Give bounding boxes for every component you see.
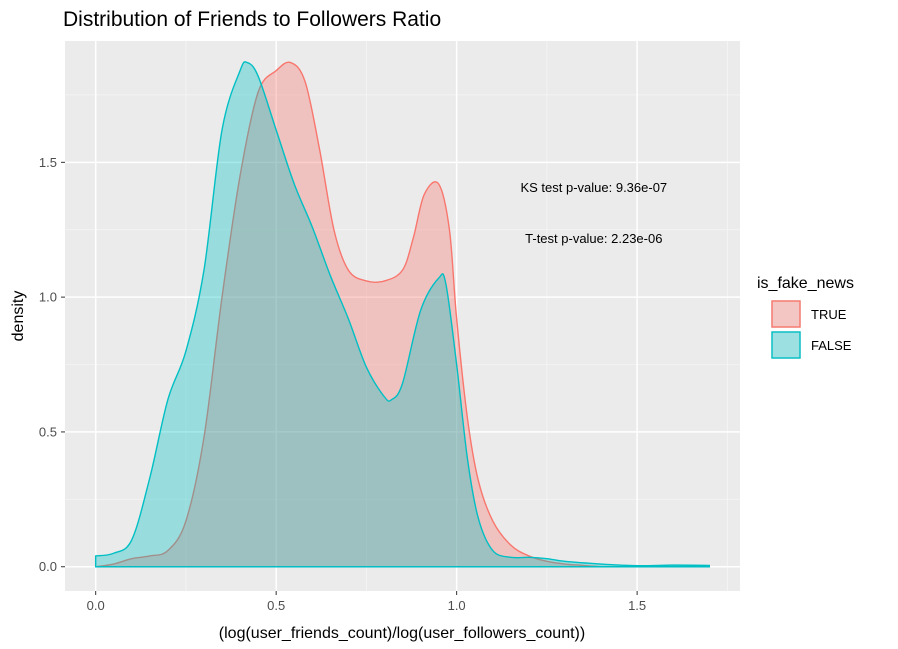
density-area-false xyxy=(95,61,710,567)
x-tick-label: 0.5 xyxy=(267,598,285,613)
legend-key-bg-true xyxy=(771,300,801,328)
annotation-text: T-test p-value: 2.23e-06 xyxy=(525,231,662,246)
density-area-true xyxy=(95,62,602,567)
density-areas xyxy=(94,61,711,568)
y-tick-label: 0.0 xyxy=(39,559,57,574)
legend-key-true xyxy=(771,300,801,328)
legend-title: is_fake_news xyxy=(757,275,854,292)
density-line-false xyxy=(94,61,711,568)
x-tick-label: 0.0 xyxy=(87,598,105,613)
legend-label-false: FALSE xyxy=(811,338,852,353)
legend-label-true: TRUE xyxy=(811,307,847,322)
chart-title: Distribution of Friends to Followers Rat… xyxy=(63,8,441,31)
y-tick-label: 0.5 xyxy=(39,424,57,439)
y-axis-ticks: 0.0 0.5 1.0 1.5 xyxy=(39,155,65,574)
y-axis-title: density xyxy=(10,291,27,342)
y-tick-label: 1.0 xyxy=(39,290,57,305)
annotation-text: KS test p-value: 9.36e-07 xyxy=(520,180,667,195)
legend-key-bg-false xyxy=(771,331,801,359)
x-axis-ticks: 0.0 0.5 1.0 1.5 xyxy=(87,591,646,613)
legend: is_fake_news TRUE FALSE xyxy=(757,275,854,359)
annotations: KS test p-value: 9.36e-07 T-test p-value:… xyxy=(520,180,667,246)
density-line-true xyxy=(95,61,602,568)
y-tick-label: 1.5 xyxy=(39,155,57,170)
legend-key-false xyxy=(771,331,801,359)
x-tick-label: 1.0 xyxy=(448,598,466,613)
x-axis-title: (log(user_friends_count)/log(user_follow… xyxy=(219,625,585,642)
x-tick-label: 1.5 xyxy=(628,598,646,613)
minor-gridlines xyxy=(65,41,740,591)
